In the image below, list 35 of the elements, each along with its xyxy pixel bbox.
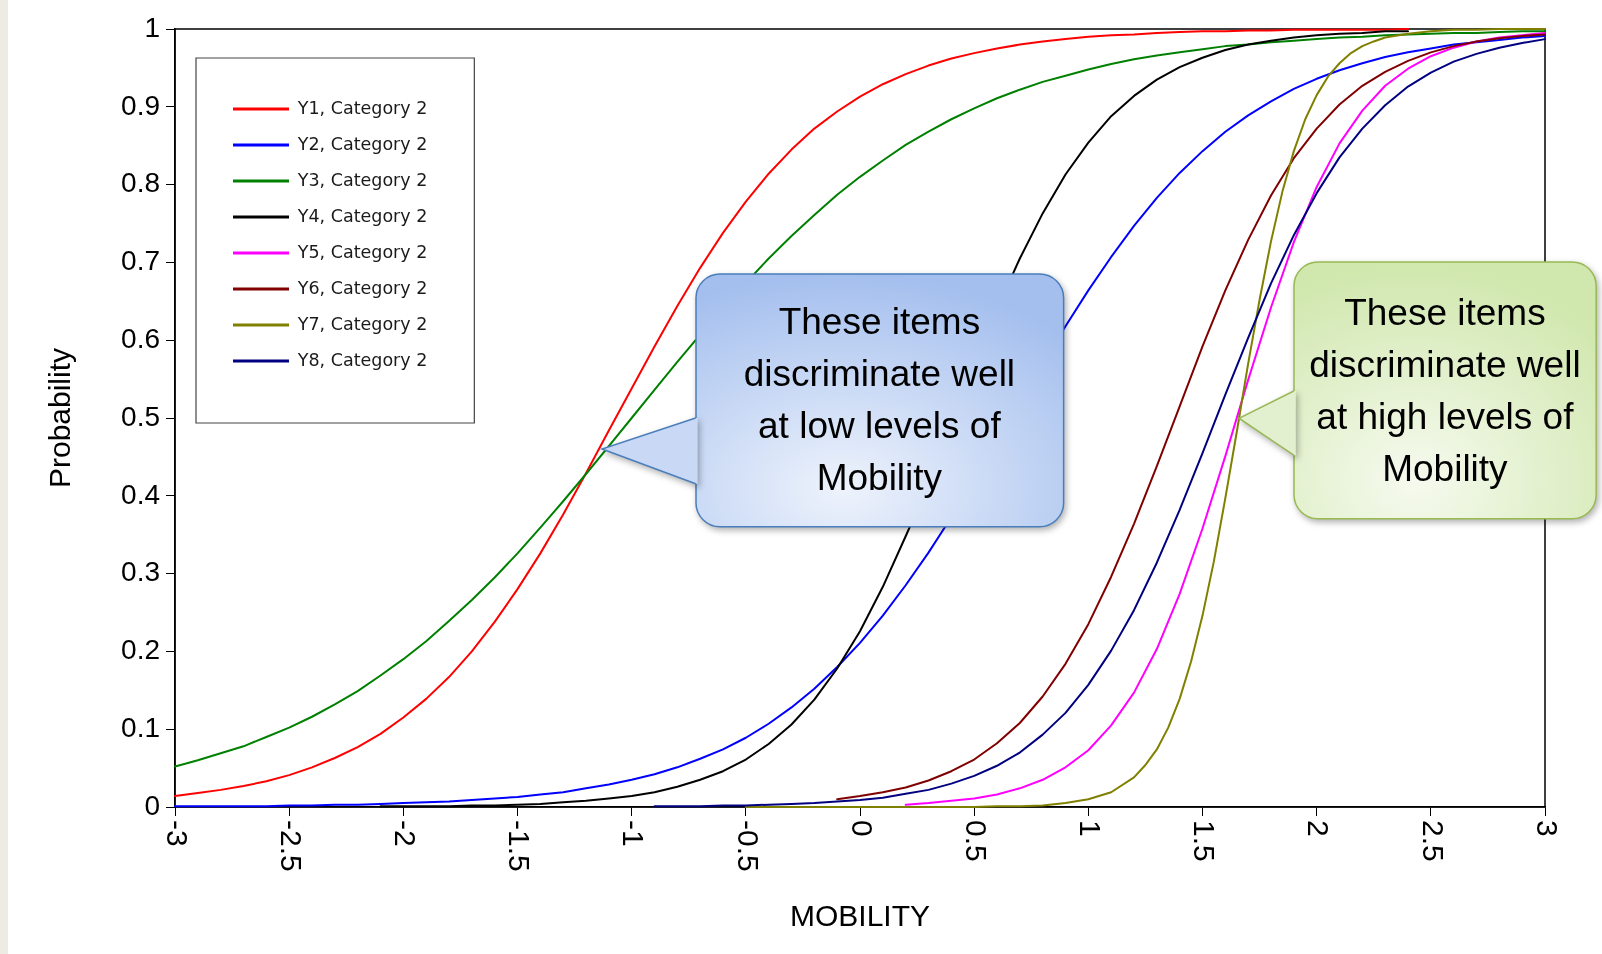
y-tick-label: 1 (144, 11, 160, 43)
legend-label: Y4, Category 2 (296, 205, 428, 226)
legend-label: Y1, Category 2 (296, 97, 428, 118)
x-tick-label: -2.5 (274, 820, 308, 872)
x-tick-label: 3 (1530, 820, 1564, 837)
x-tick-label: -0.5 (731, 820, 765, 872)
legend-label: Y7, Category 2 (296, 313, 428, 334)
x-tick-label: 1 (1074, 820, 1108, 837)
y-tick-label: 0.2 (121, 634, 160, 666)
x-tick-label: 0 (845, 820, 879, 837)
y-axis-title: Probability (43, 347, 77, 489)
y-tick-label: 0.3 (121, 556, 160, 588)
y-tick-label: 0.1 (121, 711, 160, 743)
y-tick-label: 0.5 (121, 400, 160, 432)
y-tick-label: 0.6 (121, 322, 160, 354)
annotation: These items discriminate well at low levels of Mobility (742, 300, 1017, 501)
x-tick-label: 2.5 (1416, 820, 1450, 862)
legend-label: Y3, Category 2 (296, 169, 428, 190)
x-axis-title: MOBILITY (789, 899, 931, 933)
x-tick-label: -1.5 (503, 820, 537, 872)
annotation: These items discriminate well at high levels of Mobility (1308, 290, 1582, 491)
x-tick-label: -3 (160, 820, 194, 847)
legend-label: Y2, Category 2 (296, 133, 428, 154)
x-tick-label: -1 (617, 820, 651, 847)
y-tick-label: 0.4 (121, 478, 160, 510)
legend-label: Y6, Category 2 (296, 277, 428, 298)
x-tick-label: 2 (1302, 820, 1336, 837)
legend-label: Y5, Category 2 (296, 241, 428, 262)
y-tick-label: 0.9 (121, 89, 160, 121)
x-tick-label: 0.5 (959, 820, 993, 862)
legend-label: Y8, Category 2 (296, 349, 428, 370)
y-tick-label: 0.8 (121, 167, 160, 199)
y-tick-label: 0.7 (121, 245, 160, 277)
x-tick-label: 1.5 (1188, 820, 1222, 862)
x-tick-label: -2 (389, 820, 423, 847)
